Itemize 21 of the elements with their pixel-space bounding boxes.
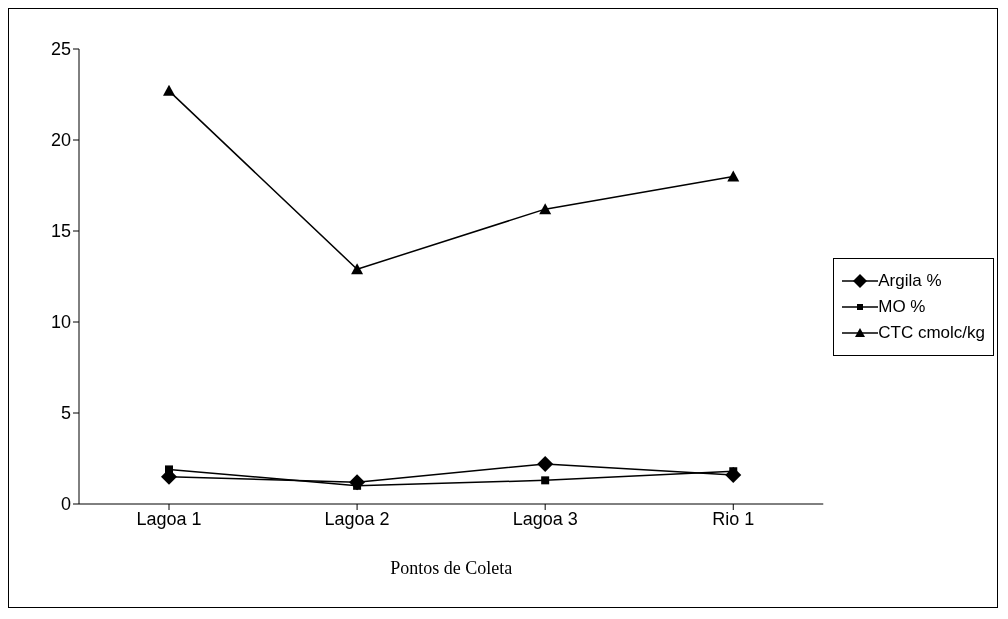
x-tick-label: Rio 1 bbox=[712, 508, 755, 529]
legend-label: CTC cmolc/kg bbox=[878, 322, 985, 343]
legend-label: MO % bbox=[878, 296, 926, 317]
y-tick-label: 0 bbox=[60, 494, 71, 515]
y-tick-label: 25 bbox=[50, 39, 71, 60]
y-tick-label: 20 bbox=[50, 130, 71, 151]
point bbox=[537, 455, 554, 472]
point bbox=[727, 170, 740, 182]
point bbox=[539, 203, 552, 215]
x-tick-label: Lagoa 3 bbox=[512, 508, 578, 529]
legend-label: Argila % bbox=[878, 270, 942, 291]
y-tick-label: 10 bbox=[50, 312, 71, 333]
y-tick-label: 5 bbox=[60, 403, 71, 424]
point bbox=[541, 476, 550, 485]
point bbox=[163, 84, 175, 96]
y-tick-label: 15 bbox=[50, 221, 71, 242]
x-axis-title: Pontos de Coleta bbox=[390, 558, 513, 578]
x-tick-label: Lagoa 2 bbox=[324, 508, 390, 529]
x-tick-label: Lagoa 1 bbox=[136, 508, 202, 529]
point bbox=[165, 465, 173, 474]
point bbox=[351, 263, 364, 275]
